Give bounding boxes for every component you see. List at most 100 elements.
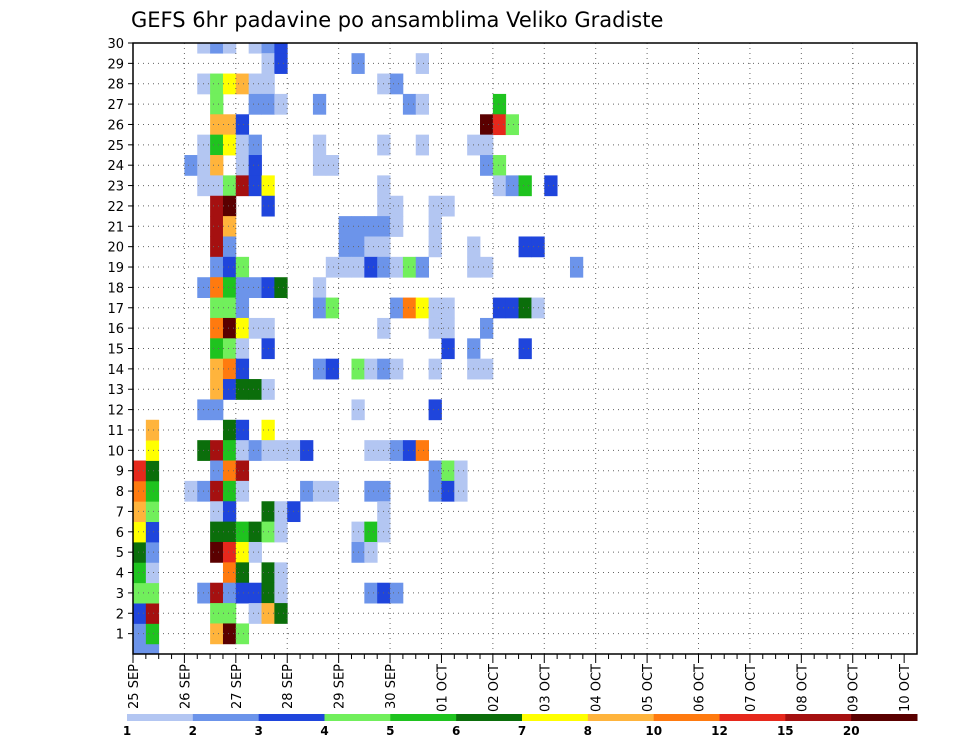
heatmap-cell bbox=[274, 521, 288, 543]
y-tick-label: 8 bbox=[116, 485, 124, 500]
heatmap-cell bbox=[505, 175, 519, 197]
x-tick-label: 07 OCT bbox=[744, 664, 759, 712]
heatmap-cell bbox=[145, 603, 160, 624]
heatmap-cell bbox=[210, 623, 224, 645]
heatmap-cell bbox=[222, 460, 237, 482]
y-tick-label: 21 bbox=[107, 220, 124, 235]
colorbar-label: 10 bbox=[645, 724, 662, 738]
heatmap-cell bbox=[390, 297, 404, 319]
heatmap-cell bbox=[454, 460, 468, 482]
heatmap-cell bbox=[222, 562, 237, 584]
heatmap-cell bbox=[145, 501, 160, 523]
y-tick-label: 12 bbox=[107, 404, 124, 419]
heatmap-cell bbox=[222, 256, 237, 278]
heatmap-cell bbox=[235, 297, 250, 319]
heatmap-cell bbox=[210, 93, 224, 115]
y-tick-label: 24 bbox=[107, 159, 124, 174]
colorbar-swatch bbox=[522, 714, 589, 721]
heatmap-cell bbox=[480, 317, 494, 339]
heatmap-cell bbox=[274, 93, 288, 115]
heatmap-cell bbox=[133, 541, 147, 563]
heatmap-cell bbox=[210, 358, 224, 380]
heatmap-cell bbox=[210, 582, 224, 604]
heatmap-cell bbox=[390, 440, 404, 461]
heatmap-cell bbox=[235, 175, 250, 197]
heatmap-cell bbox=[415, 297, 429, 319]
heatmap-cell bbox=[222, 440, 237, 461]
y-tick-label: 6 bbox=[116, 526, 124, 541]
heatmap-cell bbox=[222, 501, 237, 523]
heatmap-cell bbox=[210, 440, 224, 461]
heatmap-cell bbox=[325, 256, 340, 278]
heatmap-cell bbox=[145, 521, 160, 543]
y-tick-label: 27 bbox=[107, 98, 124, 113]
y-tick-label: 23 bbox=[107, 180, 124, 195]
heatmap-cell bbox=[222, 358, 237, 380]
x-tick-label: 27 SEP bbox=[230, 664, 245, 709]
heatmap-cell bbox=[248, 521, 262, 543]
y-tick-label: 11 bbox=[107, 424, 124, 439]
heatmap-cell bbox=[402, 93, 417, 115]
heatmap-cell bbox=[235, 256, 250, 278]
heatmap-cell bbox=[480, 358, 494, 380]
heatmap-cell bbox=[518, 338, 532, 360]
x-tick-label: 09 OCT bbox=[847, 664, 862, 712]
heatmap-cell bbox=[235, 277, 250, 298]
heatmap-cell bbox=[145, 419, 160, 441]
heatmap-cell bbox=[145, 562, 160, 584]
heatmap-cell bbox=[248, 603, 262, 624]
heatmap-cell bbox=[222, 114, 237, 136]
heatmap-cell bbox=[364, 440, 378, 461]
heatmap-cell bbox=[338, 236, 352, 258]
heatmap-cell bbox=[364, 358, 378, 380]
heatmap-cell bbox=[222, 236, 237, 258]
heatmap-cell bbox=[518, 297, 532, 319]
x-tick-label: 25 SEP bbox=[127, 664, 142, 709]
heatmap-cell bbox=[248, 134, 262, 156]
colorbar-swatch bbox=[851, 714, 918, 721]
heatmap-cell bbox=[235, 460, 250, 482]
heatmap-cell bbox=[390, 216, 404, 237]
heatmap-cell bbox=[222, 541, 237, 563]
heatmap-cell bbox=[415, 256, 429, 278]
heatmap-cell bbox=[505, 114, 519, 136]
colorbar: 1 2 3 4 5 6 7 8 10 12 15 20 bbox=[123, 714, 918, 738]
y-tick-label: 20 bbox=[107, 241, 124, 256]
heatmap-cell bbox=[390, 195, 404, 217]
x-tick-label: 05 OCT bbox=[641, 664, 656, 712]
heatmap-cell bbox=[222, 134, 237, 156]
heatmap-cell bbox=[210, 399, 224, 421]
y-tick-label: 10 bbox=[107, 444, 124, 459]
heatmap-cell bbox=[145, 541, 160, 563]
colorbar-swatch bbox=[587, 714, 655, 721]
colorbar-label: 15 bbox=[777, 724, 794, 738]
heatmap-cell bbox=[544, 175, 558, 197]
heatmap-cell bbox=[210, 175, 224, 197]
heatmap-cell bbox=[133, 480, 147, 502]
heatmap-cell bbox=[415, 53, 429, 74]
x-tick-label: 30 SEP bbox=[384, 664, 399, 709]
heatmap-cell bbox=[133, 460, 147, 482]
heatmap-cell bbox=[210, 134, 224, 156]
heatmap-cell bbox=[145, 480, 160, 502]
heatmap-cell bbox=[145, 623, 160, 645]
colorbar-label: 7 bbox=[518, 724, 526, 738]
heatmap-cell bbox=[415, 440, 429, 461]
heatmap-cell bbox=[428, 399, 442, 421]
y-tick-label: 13 bbox=[107, 383, 124, 398]
y-tick-label: 14 bbox=[107, 363, 124, 378]
x-tick-label: 01 OCT bbox=[436, 664, 451, 712]
heatmap-cell bbox=[274, 501, 288, 523]
heatmap-cell bbox=[428, 358, 442, 380]
heatmap-cell bbox=[492, 93, 507, 115]
heatmap-cell bbox=[248, 155, 262, 176]
y-tick-label: 17 bbox=[107, 302, 124, 317]
y-tick-label: 7 bbox=[116, 505, 124, 520]
heatmap-cell bbox=[222, 277, 237, 298]
heatmap-cell bbox=[274, 43, 288, 54]
heatmap-cell bbox=[364, 256, 378, 278]
colorbar-swatch bbox=[127, 714, 194, 721]
heatmap-cell bbox=[518, 236, 532, 258]
heatmap-cell bbox=[235, 114, 250, 136]
heatmap-cell bbox=[248, 541, 262, 563]
